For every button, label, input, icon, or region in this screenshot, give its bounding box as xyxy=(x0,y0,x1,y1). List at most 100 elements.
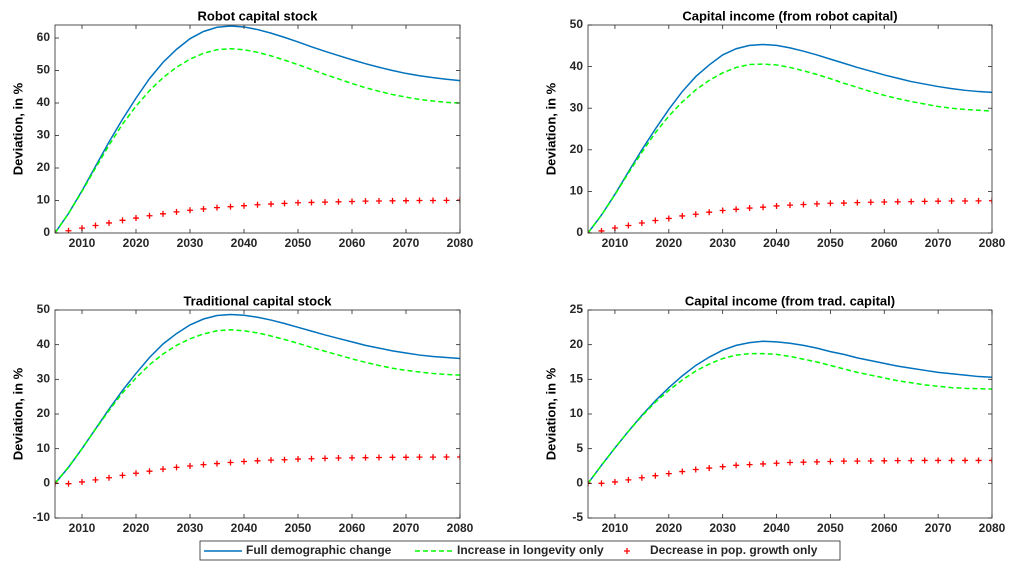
marker xyxy=(281,456,288,463)
marker xyxy=(119,472,126,479)
marker xyxy=(881,457,888,464)
marker xyxy=(679,468,686,475)
plot-area xyxy=(588,43,992,233)
marker xyxy=(200,205,207,212)
marker xyxy=(881,199,888,206)
marker xyxy=(241,458,247,465)
legend-label: Decrease in pop. growth only xyxy=(650,543,818,557)
marker xyxy=(638,474,645,481)
y-tick-label: 50 xyxy=(37,302,51,316)
marker xyxy=(894,457,901,464)
marker xyxy=(746,461,753,468)
x-tick-label: 2030 xyxy=(177,521,204,535)
marker xyxy=(894,198,901,205)
x-tick-label: 2080 xyxy=(979,521,1006,535)
subplot: 2010 2020 2030 2040 2050 2060 2070 2080 -5 0 5 10 15… xyxy=(543,293,1005,535)
series-line xyxy=(55,329,460,484)
y-tick-label: 20 xyxy=(570,142,584,156)
marker xyxy=(773,460,780,467)
marker xyxy=(200,461,207,468)
marker xyxy=(948,197,955,204)
marker xyxy=(719,207,726,214)
x-tick-label: 2040 xyxy=(231,236,258,250)
marker xyxy=(692,466,699,473)
axes-background xyxy=(55,310,460,518)
marker xyxy=(935,457,942,464)
y-tick-label: 30 xyxy=(37,128,51,142)
y-tick-label: 0 xyxy=(43,476,50,490)
marker xyxy=(962,197,969,204)
marker xyxy=(625,476,632,483)
y-tick-label: 20 xyxy=(37,160,51,174)
y-tick-label: 50 xyxy=(37,63,51,77)
marker xyxy=(827,200,834,207)
y-tick-label: 60 xyxy=(37,30,51,44)
marker xyxy=(867,458,874,465)
marker xyxy=(598,480,605,487)
marker xyxy=(827,458,834,465)
axes-background xyxy=(588,25,992,233)
marker xyxy=(308,199,315,206)
marker xyxy=(281,200,288,207)
marker xyxy=(733,462,740,469)
marker xyxy=(335,198,342,205)
marker xyxy=(854,458,861,465)
marker xyxy=(443,453,450,460)
marker xyxy=(908,198,915,205)
x-tick-label: 2070 xyxy=(925,521,952,535)
marker xyxy=(227,459,234,466)
chart-title: Robot capital stock xyxy=(198,8,319,23)
marker xyxy=(268,201,274,208)
marker xyxy=(146,468,153,475)
x-tick-label: 2080 xyxy=(979,236,1006,250)
x-tick-label: 2030 xyxy=(709,236,736,250)
marker xyxy=(760,204,767,211)
y-tick-label: 50 xyxy=(570,17,584,31)
x-tick-label: 2030 xyxy=(177,236,204,250)
x-tick-label: 2020 xyxy=(655,521,682,535)
marker xyxy=(430,197,436,204)
x-tick-label: 2070 xyxy=(393,236,420,250)
axes-box xyxy=(54,24,461,234)
marker xyxy=(813,200,820,207)
chart-title: Capital income (from robot capital) xyxy=(682,8,897,23)
marker xyxy=(187,207,193,214)
y-tick-label: -5 xyxy=(572,510,583,524)
marker xyxy=(457,453,460,460)
series-line xyxy=(55,25,460,233)
marker xyxy=(65,480,72,487)
marker xyxy=(322,455,328,462)
marker xyxy=(840,458,847,465)
marker xyxy=(787,459,793,466)
x-tick-label: 2040 xyxy=(763,521,790,535)
x-tick-label: 2080 xyxy=(447,521,474,535)
y-tick-label: 0 xyxy=(576,225,583,239)
marker xyxy=(295,199,301,206)
axes-background xyxy=(588,310,992,518)
legend: Full demographic change Increase in long… xyxy=(199,540,841,561)
series-line xyxy=(588,352,992,484)
marker xyxy=(173,208,180,215)
subplot: 2010 2020 2030 2040 2050 2060 2070 208001020304… xyxy=(10,8,473,250)
series-line xyxy=(588,340,992,484)
legend-box xyxy=(199,540,841,561)
marker xyxy=(389,454,396,461)
marker xyxy=(254,201,261,208)
marker xyxy=(268,457,274,464)
marker xyxy=(665,215,672,222)
marker xyxy=(800,201,807,208)
marker xyxy=(867,199,874,206)
marker xyxy=(962,457,969,464)
marker xyxy=(79,478,85,485)
y-axis-label: Deviation, in % xyxy=(10,367,25,460)
legend-marker xyxy=(624,548,630,554)
marker xyxy=(733,206,740,213)
x-tick-label: 2050 xyxy=(817,236,844,250)
marker xyxy=(921,457,928,464)
marker xyxy=(760,460,767,467)
marker xyxy=(173,464,180,471)
x-tick-label: 2020 xyxy=(123,236,150,250)
marker xyxy=(416,197,423,204)
y-tick-label: 10 xyxy=(37,193,51,207)
